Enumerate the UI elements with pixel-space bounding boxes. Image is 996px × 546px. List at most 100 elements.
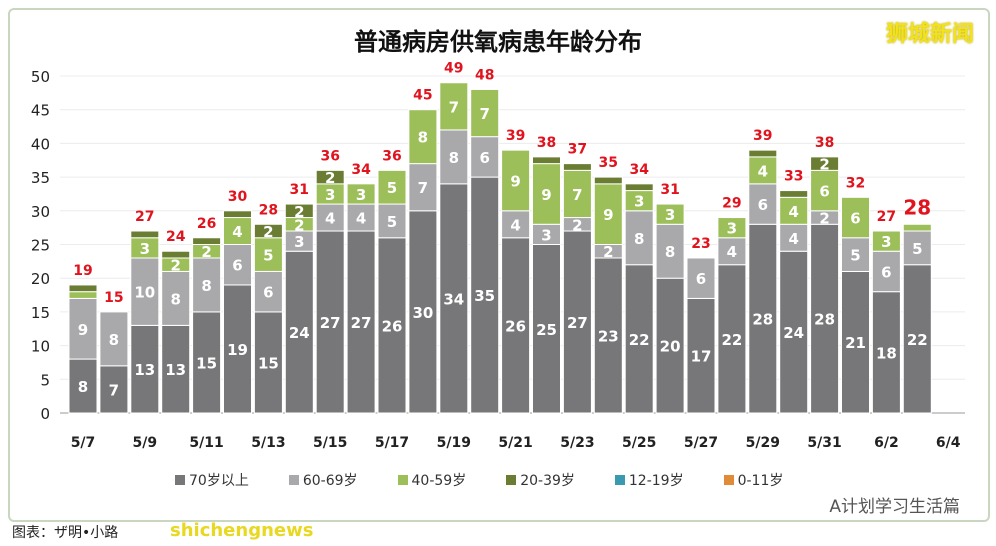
segment-label: 4 [758, 162, 768, 180]
watermark: shichengnews [170, 520, 314, 541]
bar-segment [686, 257, 716, 299]
bar-segment [562, 163, 592, 171]
bar-segment [408, 109, 438, 165]
bar-segment [346, 203, 376, 232]
segment-label: 2 [294, 216, 304, 234]
segment-label: 28 [752, 311, 773, 329]
y-tick-label: 35 [31, 169, 50, 187]
bar-segment [748, 156, 778, 185]
bar-segment [223, 244, 252, 286]
bar-segment [315, 203, 345, 232]
bar-segment [624, 264, 654, 414]
segment-label: 15 [258, 354, 279, 372]
total-label: 27 [877, 209, 896, 225]
bar-segment [377, 169, 407, 205]
segment-label: 3 [665, 206, 675, 224]
x-tick-label: 6/2 [874, 435, 899, 451]
y-tick-label: 15 [31, 304, 50, 322]
bar-segment [99, 311, 129, 367]
segment-label: 9 [541, 186, 551, 204]
bar-segment [593, 183, 623, 245]
bar-segment [902, 230, 932, 266]
total-label: 30 [228, 189, 248, 205]
bar-segment [810, 169, 840, 212]
segment-label: 6 [479, 149, 489, 167]
segment-label: 10 [134, 284, 155, 302]
x-tick-label: 5/17 [375, 435, 409, 451]
x-tick-label: 5/19 [437, 435, 471, 451]
total-label: 35 [599, 155, 618, 171]
segment-label: 8 [170, 290, 180, 308]
segment-label: 27 [320, 314, 341, 332]
segment-label: 13 [165, 361, 186, 379]
segment-label: 8 [418, 129, 428, 147]
segment-label: 27 [351, 314, 372, 332]
segment-label: 24 [289, 324, 310, 342]
bar-segment [161, 270, 191, 326]
legend-swatch [506, 475, 517, 485]
segment-label: 4 [325, 210, 335, 228]
segment-label: 2 [170, 257, 180, 275]
segment-label: 9 [603, 206, 613, 224]
total-label: 36 [320, 148, 339, 164]
segment-label: 3 [727, 220, 737, 238]
bar-segment [593, 176, 623, 185]
segment-label: 25 [536, 321, 557, 339]
bar-segment [68, 358, 98, 414]
bar-segment [532, 156, 561, 165]
total-label: 36 [382, 148, 401, 164]
segment-label: 3 [541, 226, 551, 244]
total-label: 31 [290, 182, 309, 198]
segment-label: 2 [325, 169, 335, 187]
total-label: 28 [259, 202, 278, 218]
bar-segment [871, 230, 901, 252]
segment-label: 9 [510, 172, 520, 190]
legend-label: 40-59岁 [411, 473, 467, 489]
bar-segment [841, 196, 870, 239]
legend-swatch [614, 475, 625, 485]
bar-segment [192, 237, 222, 245]
segment-label: 6 [696, 270, 706, 288]
legend-swatch [723, 475, 734, 485]
bar-segment [562, 169, 592, 219]
segment-label: 2 [263, 223, 273, 241]
x-tick-label: 5/15 [313, 435, 347, 451]
bar-segment [532, 163, 561, 225]
segment-label: 6 [819, 183, 829, 201]
segment-label: 4 [232, 223, 242, 241]
x-tick-label: 6/4 [936, 435, 961, 451]
bar-segment [161, 250, 191, 259]
total-label: 39 [506, 128, 525, 144]
segment-label: 15 [196, 354, 217, 372]
legend-swatch [175, 475, 185, 485]
total-label: 24 [166, 229, 186, 245]
x-tick-label: 5/27 [684, 435, 718, 451]
total-label: 29 [722, 196, 741, 212]
x-tick-label: 5/7 [71, 435, 96, 451]
bar-segment [501, 210, 531, 239]
y-tick-label: 0 [40, 405, 50, 423]
y-tick-label: 45 [31, 102, 50, 120]
bar-segment [686, 297, 716, 414]
segment-label: 8 [449, 149, 459, 167]
bar-segment [655, 223, 685, 279]
bar-segment [779, 196, 809, 225]
total-label: 38 [537, 135, 556, 151]
source-note: 图表：ザ明•小路 [12, 525, 119, 541]
x-tick-label: 5/9 [132, 435, 157, 451]
segment-label: 8 [78, 378, 88, 396]
total-label: 28 [903, 195, 931, 219]
legend-label: 12-19岁 [628, 473, 684, 489]
bar-segment [501, 149, 531, 212]
total-label: 27 [135, 209, 154, 225]
y-tick-label: 25 [31, 237, 50, 255]
bar-segment [192, 311, 222, 414]
total-label: 23 [691, 236, 710, 252]
y-tick-label: 5 [40, 371, 50, 389]
segment-label: 5 [263, 247, 273, 265]
logo: 狮城新闻 [885, 22, 974, 47]
segment-label: 7 [479, 105, 489, 123]
segment-label: 8 [665, 243, 675, 261]
segment-label: 35 [474, 287, 495, 305]
segment-label: 2 [603, 243, 613, 261]
